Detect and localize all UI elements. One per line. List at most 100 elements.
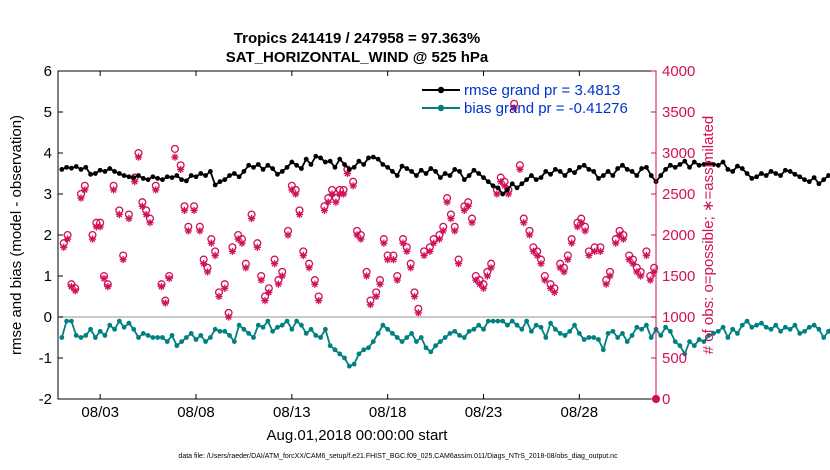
rmse-point	[337, 156, 343, 162]
bias-point	[78, 335, 84, 340]
star-stroke	[578, 219, 585, 226]
star-stroke	[534, 252, 541, 259]
star-stroke	[530, 248, 537, 255]
rmse-point	[466, 173, 472, 178]
star-stroke	[367, 301, 374, 308]
obs-assimilated-point	[320, 206, 329, 214]
bias-point	[179, 339, 185, 344]
rmse-point	[605, 169, 611, 174]
obs-assimilated-point	[142, 210, 150, 219]
bias-point	[260, 324, 266, 330]
rmse-point	[811, 175, 817, 181]
bias-point	[241, 326, 247, 332]
rmse-point	[136, 173, 141, 178]
rmse-point	[370, 154, 376, 160]
rmse-point	[188, 173, 194, 178]
bias-point	[730, 326, 736, 332]
bias-point	[624, 339, 630, 344]
bias-point	[567, 328, 573, 334]
obs-assimilated-point	[629, 260, 637, 268]
obs-assimilated-point	[253, 243, 261, 251]
obs-assimilated-point	[447, 215, 455, 223]
obs-assimilated-point	[393, 276, 401, 284]
y-left-tick-label: -2	[39, 391, 52, 408]
star-stroke	[501, 182, 508, 189]
obs-assimilated-point	[380, 239, 388, 247]
rmse-point	[433, 169, 438, 174]
rmse-point	[648, 173, 654, 178]
star-stroke	[350, 182, 357, 189]
star-stroke	[455, 260, 462, 267]
star-stroke	[68, 283, 75, 290]
rmse-point	[696, 162, 702, 168]
obs-assimilated-point	[96, 223, 104, 231]
star-stroke	[551, 289, 558, 296]
obs-assimilated-point	[389, 256, 398, 264]
obs-assimilated-point	[568, 239, 576, 247]
star-stroke	[104, 283, 111, 290]
star-stroke	[229, 248, 236, 255]
obs-assimilated-point	[200, 260, 208, 268]
bias-point	[548, 320, 553, 326]
bias-point	[169, 333, 175, 338]
obs-assimilated-point	[646, 276, 654, 284]
obs-assimilated-point	[71, 287, 79, 295]
obs-assimilated-point	[311, 280, 319, 288]
rmse-point	[164, 174, 170, 180]
star-stroke	[465, 203, 472, 210]
star-stroke	[158, 283, 165, 290]
rmse-point	[667, 162, 673, 168]
rmse-point	[131, 175, 137, 181]
obs-assimilated-point	[349, 182, 357, 190]
bias-point	[514, 322, 520, 328]
star-stroke	[344, 170, 351, 177]
legend-rmse-marker	[437, 86, 445, 94]
bias-point	[160, 335, 165, 340]
bias-point	[620, 331, 625, 336]
star-stroke	[262, 297, 268, 304]
obs-assimilated-point	[63, 235, 72, 243]
rmse-point	[792, 171, 798, 177]
star-stroke	[564, 256, 571, 263]
star-stroke	[97, 223, 104, 230]
bias-point	[442, 335, 448, 340]
y-left-tick-label: 0	[44, 309, 52, 326]
star-stroke	[484, 273, 491, 279]
star-stroke	[541, 277, 548, 284]
bias-point	[682, 351, 688, 357]
bias-point	[409, 331, 415, 336]
obs-assimilated-point	[581, 227, 589, 235]
rmse-point	[461, 177, 467, 183]
obs-assimilated-point	[650, 268, 658, 276]
obs-assimilated-point	[525, 231, 534, 239]
rmse-point	[313, 153, 319, 159]
rmse-point	[735, 163, 740, 169]
obs-assimilated-point	[184, 227, 192, 235]
bias-point	[275, 324, 280, 330]
bias-point	[423, 345, 429, 351]
rmse-point	[691, 159, 697, 165]
rmse-point	[260, 167, 266, 172]
star-stroke	[354, 232, 360, 238]
bias-point	[505, 322, 510, 328]
rmse-point	[591, 169, 597, 174]
obs-assimilated-point	[556, 264, 564, 272]
obs-assimilated-point	[328, 190, 336, 198]
star-stroke	[469, 219, 475, 226]
bias-point	[663, 324, 668, 330]
obs-assimilated-point	[399, 239, 407, 247]
star-stroke	[306, 264, 313, 271]
bias-point	[701, 339, 707, 344]
rmse-point	[322, 159, 328, 165]
rmse-point	[198, 171, 204, 176]
rmse-point	[184, 178, 189, 184]
bias-point	[356, 351, 362, 357]
rmse-point	[471, 167, 477, 173]
rmse-point	[83, 164, 89, 170]
bias-point	[342, 355, 347, 361]
bias-point	[739, 322, 745, 328]
star-stroke	[325, 199, 332, 206]
rmse-point	[725, 167, 731, 172]
obs-assimilated-point	[131, 178, 139, 186]
star-stroke	[612, 240, 619, 247]
